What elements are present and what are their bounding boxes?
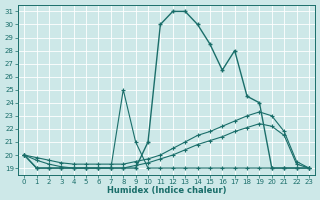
X-axis label: Humidex (Indice chaleur): Humidex (Indice chaleur) [107, 186, 226, 195]
